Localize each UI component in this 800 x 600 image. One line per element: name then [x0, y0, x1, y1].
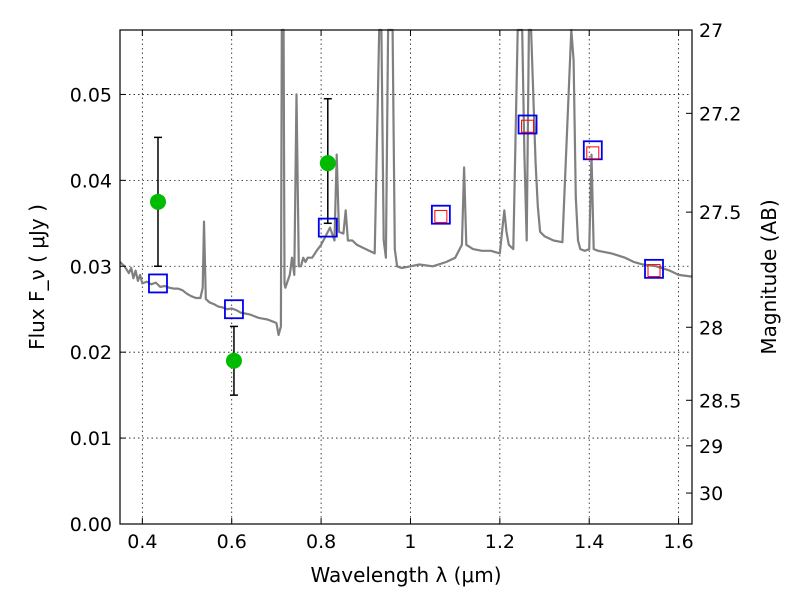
- y-axis-label: Flux F_ν ( μJy ): [25, 204, 49, 350]
- x-tick-label: 0.6: [217, 531, 247, 553]
- observed-flux-point: [225, 352, 242, 369]
- model-photometry-square: [517, 114, 538, 135]
- red-photometry-square: [647, 264, 661, 278]
- spectrum-line: [119, 28, 693, 337]
- right-tick-label: 28: [699, 317, 723, 339]
- data-layer: [119, 28, 693, 396]
- x-tick-label: 0.4: [127, 531, 157, 553]
- x-tick-label: 1: [404, 531, 416, 553]
- red-photometry-square: [586, 146, 600, 160]
- grid-layer: [120, 30, 692, 524]
- tick-layer: 0.4 0.6 0.8 1 1.2 1.4 1.6 0.00 0.01 0.02 0.03 0.04 0…: [70, 20, 742, 553]
- y-tick-label: 0.03: [70, 256, 112, 278]
- plot-frame: [119, 29, 693, 525]
- right-tick-label: 29: [699, 436, 723, 458]
- x-tick-label: 0.8: [306, 531, 336, 553]
- y-tick-label: 0.01: [70, 428, 112, 450]
- x-tick-label: 1.2: [485, 531, 515, 553]
- observed-flux-point: [149, 193, 166, 210]
- x-tick-label: 1.4: [574, 531, 604, 553]
- y-tick-label: 0.04: [70, 170, 112, 192]
- right-tick-label: 27.2: [699, 103, 741, 125]
- model-photometry-square: [430, 204, 451, 225]
- model-photometry-square: [317, 217, 338, 238]
- x-tick-label: 1.6: [663, 531, 693, 553]
- right-tick-label: 27.5: [699, 202, 741, 224]
- red-photometry-square: [521, 119, 535, 133]
- model-photometry-square: [644, 258, 664, 279]
- x-axis-label: Wavelength λ (μm): [310, 563, 501, 587]
- right-axis-label: Magnitude (AB): [757, 199, 781, 354]
- model-photometry-square: [224, 299, 244, 320]
- right-tick-label: 28.5: [699, 390, 741, 412]
- red-photometry-square: [434, 209, 448, 223]
- observed-flux-point: [319, 155, 336, 172]
- model-photometry-square: [148, 273, 168, 294]
- y-tick-label: 0.05: [70, 84, 112, 106]
- y-tick-label: 0.02: [70, 342, 112, 364]
- y-tick-label: 0.00: [70, 514, 112, 536]
- right-tick-label: 30: [699, 483, 723, 505]
- right-tick-label: 27: [699, 20, 723, 42]
